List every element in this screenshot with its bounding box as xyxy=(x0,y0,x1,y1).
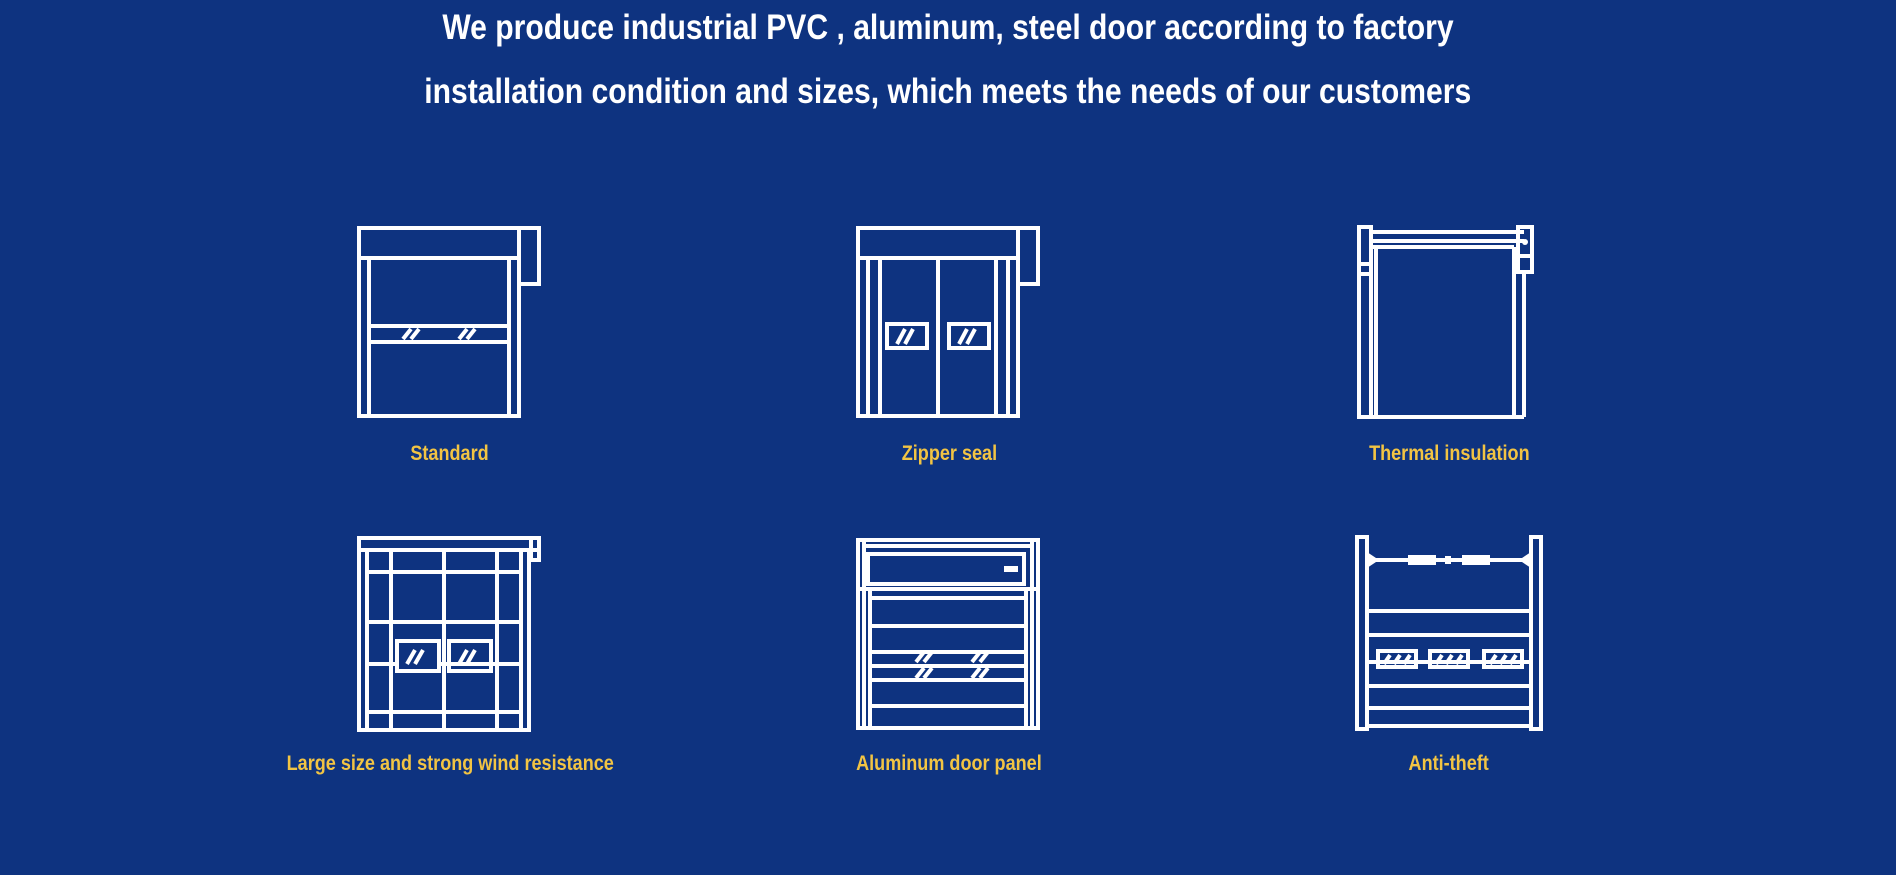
feature-label: Anti-theft xyxy=(1408,752,1490,775)
aluminum-panel-door-icon xyxy=(856,538,1040,730)
standard-door-icon xyxy=(357,226,541,418)
feature-anti-theft: Anti-theft xyxy=(1199,534,1699,775)
feature-large-size-wind-resistance: Large size and strong wind resistance xyxy=(200,534,700,775)
headline-line-1: We produce industrial PVC , aluminum, st… xyxy=(442,8,1454,47)
feature-label: Zipper seal xyxy=(901,442,997,465)
feature-aluminum-door-panel: Aluminum door panel xyxy=(699,534,1199,775)
feature-zipper-seal: Zipper seal xyxy=(699,224,1199,465)
zipper-seal-door-icon xyxy=(856,226,1040,418)
feature-standard: Standard xyxy=(200,224,700,465)
thermal-insulation-door-icon xyxy=(1357,225,1534,419)
feature-thermal-insulation: Thermal insulation xyxy=(1199,224,1699,465)
feature-label: Large size and strong wind resistance xyxy=(286,752,614,775)
feature-label: Thermal insulation xyxy=(1368,442,1530,465)
feature-label: Standard xyxy=(410,442,490,465)
anti-theft-door-icon xyxy=(1355,535,1543,731)
feature-label: Aluminum door panel xyxy=(856,752,1042,775)
large-wind-resistant-door-icon xyxy=(357,536,541,732)
headline-line-2: installation condition and sizes, which … xyxy=(424,72,1472,111)
